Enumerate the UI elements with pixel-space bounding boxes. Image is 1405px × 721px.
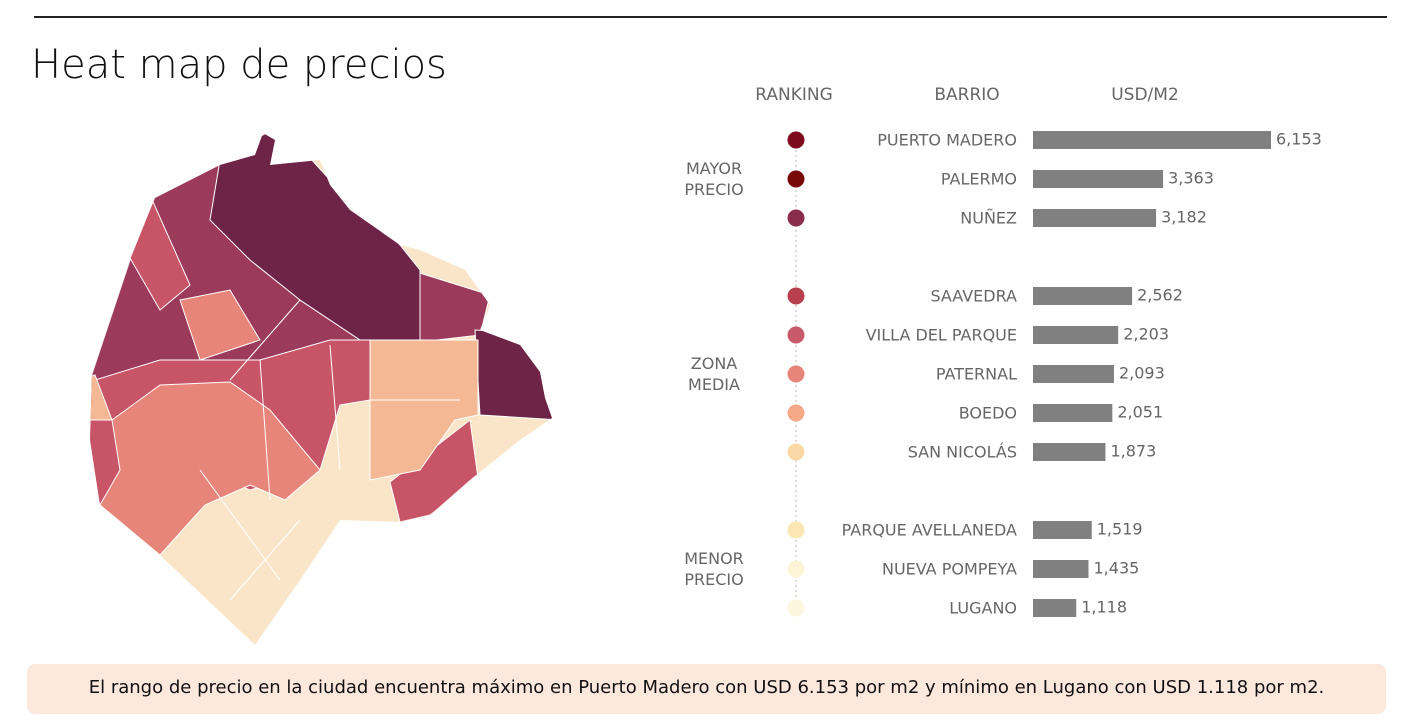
bar [1033,599,1077,617]
bar [1033,404,1113,422]
rank-dot [787,521,805,539]
value-label: 1,118 [1081,597,1128,617]
group-label: MAYOR PRECIO [684,159,744,199]
value-label: 3,182 [1161,207,1207,227]
rank-dot [787,443,805,461]
column-header: RANKING [755,85,833,105]
value-label: 1,873 [1110,441,1157,461]
bar [1033,287,1133,305]
column-header: BARRIO [934,85,1000,105]
category-label: SAN NICOLÁS [907,442,1017,462]
rank-dot [787,365,805,383]
category-label: NUÑEZ [960,208,1017,228]
category-label: PATERNAL [935,364,1017,384]
rank-dot [787,209,805,227]
value-label: 3,363 [1168,168,1214,188]
value-label: 6,153 [1276,129,1322,149]
bar [1033,365,1114,383]
category-label: BOEDO [958,403,1017,423]
rank-dot [787,560,805,578]
group-label: MENOR PRECIO [684,549,744,589]
rank-dot [787,170,805,188]
map [90,133,552,645]
bar [1033,209,1157,227]
rank-dot [787,131,805,149]
rank-dot [787,326,805,344]
bar [1033,326,1119,344]
title: Heat map de precios [31,42,447,88]
category-label: SAAVEDRA [930,286,1017,306]
column-header: USD/M2 [1111,85,1179,105]
bar [1033,443,1106,461]
value-label: 2,203 [1123,324,1170,344]
rank-dot [787,599,805,617]
value-label: 1,435 [1093,558,1140,578]
category-label: NUEVA POMPEYA [881,559,1017,579]
value-label: 2,093 [1118,363,1165,383]
note: El rango de precio en la ciudad encuentr… [27,664,1386,714]
category-label: VILLA DEL PARQUE [865,325,1017,345]
category-label: PALERMO [940,169,1017,189]
category-label: LUGANO [949,598,1017,618]
rank-dot [787,287,805,305]
category-label: PUERTO MADERO [877,130,1017,150]
category-label: PARQUE AVELLANEDA [841,520,1017,540]
bar [1033,560,1089,578]
bar [1033,131,1271,149]
bar [1033,170,1164,188]
bar [1033,521,1092,539]
value-label: 1,519 [1096,519,1143,539]
value-label: 2,562 [1137,285,1183,305]
rank-dot [787,404,805,422]
group-label: ZONA MEDIA [688,354,740,394]
value-label: 2,051 [1117,402,1164,422]
